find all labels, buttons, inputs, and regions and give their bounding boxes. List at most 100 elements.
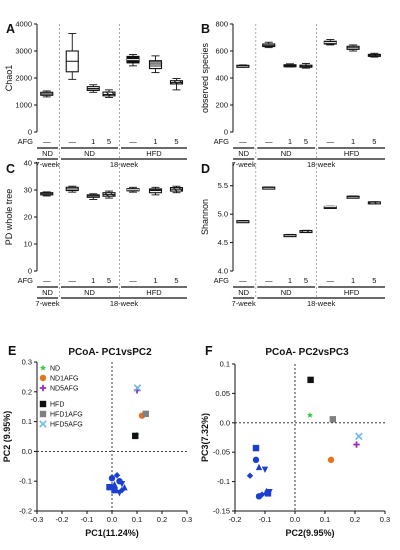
afg-value: —: [239, 137, 247, 146]
box-2: [262, 41, 276, 49]
afg-value: 1: [351, 276, 355, 285]
group-week7: 7-week: [232, 299, 256, 308]
group-nd18: ND: [84, 288, 95, 297]
afg-value: 1: [288, 276, 292, 285]
group-week7: 7-week: [35, 299, 59, 308]
group-nd7: ND: [238, 149, 249, 158]
x-b: [133, 384, 142, 392]
panel-c: C 0 10 20 30 40 PD whole tree AFG — — 1 5 — 1 5 ND ND HFD…: [4, 159, 187, 308]
y-tick-label: 0.1: [22, 417, 32, 426]
data-point: [255, 493, 263, 500]
afg-value: 1: [91, 137, 95, 146]
afg-value: 5: [174, 276, 178, 285]
y-tick-label: 0.05: [215, 389, 230, 398]
legend-label: ND1AFG: [50, 376, 78, 383]
panel-e: E PCoA- PC1vsPC2-0.3 -0.2 -0.1 0.0 0.1 0.2 0.3-…: [2, 344, 192, 538]
series-hfd1afg: [329, 416, 336, 423]
x-tick-label: 0.3: [182, 515, 192, 524]
box-6: [148, 186, 163, 196]
box-7: [169, 78, 184, 91]
afg-label: AFG: [214, 276, 230, 285]
y-tick-label: 4.5: [218, 238, 228, 247]
y-tick-label: 0.3: [22, 358, 32, 367]
box-2: [65, 185, 79, 193]
x-tick-label: 0.2: [350, 515, 360, 524]
y-tick-label: 0.0: [22, 447, 32, 456]
box-3: [86, 193, 100, 200]
data-point: [106, 483, 113, 491]
box-5: [323, 39, 337, 46]
y-tick-label: 20: [24, 213, 32, 222]
afg-value: 1: [351, 137, 355, 146]
afg-value: —: [327, 137, 335, 146]
y-tick-label: 0.1: [220, 360, 230, 369]
legend-label: HFD: [50, 402, 64, 409]
group-nd18: ND: [281, 149, 292, 158]
box-4: [299, 62, 313, 69]
box-1: [40, 191, 54, 197]
box-1: [236, 64, 250, 68]
y-tick-label: -0.05: [213, 448, 230, 457]
box-7: [169, 185, 184, 194]
y-axis-label: Shannon: [200, 199, 210, 235]
y-tick-label: -0.1: [19, 477, 32, 486]
x-axis-label: PC2(9.95%): [285, 528, 334, 538]
legend-marker: [39, 410, 47, 418]
y-tick-label: 2000: [15, 74, 32, 83]
afg-label: AFG: [18, 276, 34, 285]
box-4: [102, 89, 116, 98]
group-week18: 18-week: [110, 299, 139, 308]
y-tick-label: -0.2: [19, 507, 32, 516]
chart-title: PCoA- PC1vsPC2: [68, 347, 152, 358]
data-point: [307, 376, 314, 384]
box-3: [283, 233, 297, 238]
data-point: [246, 472, 254, 479]
legend-marker: [39, 420, 47, 428]
x-tick-label: 0.0: [290, 515, 300, 524]
data-point: [142, 410, 149, 418]
x-tick-label: -0.2: [229, 515, 242, 524]
series-nd5afg: [353, 441, 360, 448]
legend-marker: [39, 384, 47, 392]
box-iqr: [102, 91, 116, 97]
afg-value: —: [43, 276, 51, 285]
x-tick-label: 0.2: [157, 515, 167, 524]
x-tick-label: -0.2: [56, 515, 69, 524]
afg-value: 5: [304, 137, 308, 146]
y-tick-label: 10: [24, 240, 32, 249]
chart-title: PCoA- PC2vsPC3: [265, 347, 349, 358]
series-7-week-nd: [246, 444, 273, 500]
data-point: [118, 486, 126, 494]
panel-letter: E: [8, 344, 16, 358]
afg-value: 1: [91, 276, 95, 285]
group-nd7: ND: [42, 149, 53, 158]
box-1: [40, 90, 54, 98]
data-point: [116, 478, 123, 485]
y-tick-label: 1000: [15, 101, 32, 110]
data-point: [353, 441, 360, 448]
x-tick-label: 0.0: [107, 515, 117, 524]
afg-value: 1: [153, 137, 157, 146]
legend-marker: [39, 400, 47, 408]
afg-value: —: [265, 276, 273, 285]
group-week18: 18-week: [110, 160, 139, 169]
y-tick-label: 0.0: [220, 418, 230, 427]
afg-value: 1: [288, 137, 292, 146]
data-point: [111, 486, 118, 494]
group-nd7: ND: [42, 288, 53, 297]
series-hfd: [132, 432, 139, 440]
box-7: [367, 52, 381, 58]
data-point: [329, 416, 336, 423]
y-tick-label: 0: [224, 128, 228, 137]
data-point: [255, 463, 263, 471]
afg-label: AFG: [214, 137, 230, 146]
panel-letter: A: [6, 22, 15, 36]
box-7: [367, 201, 381, 205]
group-nd18: ND: [84, 149, 95, 158]
group-week7: 7-week: [232, 160, 256, 169]
y-tick-label: 5.0: [218, 210, 228, 219]
x-tick-label: 0.3: [380, 515, 390, 524]
x-tick-label: -0.1: [259, 515, 272, 524]
afg-value: 1: [153, 276, 157, 285]
